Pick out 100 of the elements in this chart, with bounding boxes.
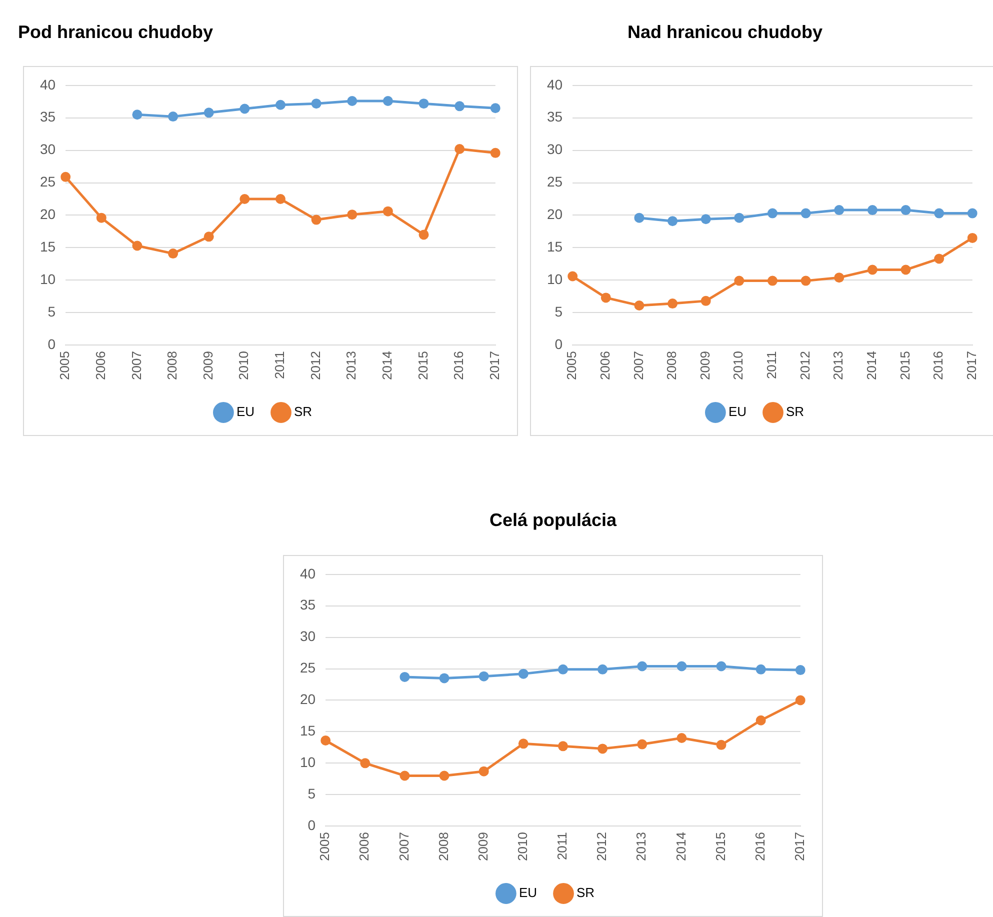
x-tick-label: 2006 bbox=[597, 351, 612, 380]
point bbox=[132, 240, 142, 251]
y-tick-label: 15 bbox=[300, 722, 316, 739]
y-tick-label: 40 bbox=[40, 76, 56, 92]
point bbox=[275, 100, 286, 110]
point bbox=[756, 664, 766, 674]
y-tick-label: 5 bbox=[308, 785, 316, 802]
x-tick-label: 2005 bbox=[57, 351, 72, 380]
point bbox=[382, 206, 393, 216]
x-tick-label: 2015 bbox=[415, 351, 430, 380]
point bbox=[478, 671, 489, 682]
point bbox=[767, 208, 778, 218]
point bbox=[439, 770, 450, 781]
point bbox=[568, 271, 578, 282]
x-tick-label: 2016 bbox=[752, 832, 768, 861]
chart-title: Celá populácia bbox=[488, 510, 618, 531]
point bbox=[716, 740, 726, 750]
x-tick-label: 2011 bbox=[272, 351, 288, 380]
point bbox=[634, 212, 644, 223]
x-tick-label: 2015 bbox=[897, 351, 912, 380]
point bbox=[240, 194, 250, 204]
x-tick-label: 2006 bbox=[356, 832, 372, 861]
point bbox=[756, 715, 766, 726]
point bbox=[795, 665, 806, 676]
point bbox=[96, 212, 106, 223]
x-tick-label: 2014 bbox=[380, 351, 395, 380]
point bbox=[558, 741, 568, 752]
x-tick-label: 2017 bbox=[792, 832, 807, 861]
x-tick-label: 2008 bbox=[664, 351, 680, 380]
point bbox=[490, 103, 500, 114]
x-tick-label: 2012 bbox=[797, 351, 812, 380]
point bbox=[320, 736, 331, 746]
x-tick-label: 2008 bbox=[436, 832, 451, 861]
point bbox=[558, 664, 568, 674]
y-tick-label: 10 bbox=[40, 271, 56, 288]
chart-title: Nad hranicou chudoby bbox=[626, 22, 824, 43]
y-tick-label: 40 bbox=[546, 76, 563, 92]
point bbox=[454, 144, 465, 154]
y-tick-label: 35 bbox=[40, 108, 56, 125]
y-tick-label: 20 bbox=[300, 691, 316, 708]
y-tick-label: 5 bbox=[48, 303, 56, 320]
point bbox=[716, 661, 726, 672]
point bbox=[637, 661, 648, 672]
x-tick-label: 2014 bbox=[673, 832, 688, 861]
x-tick-label: 2016 bbox=[930, 351, 946, 380]
x-tick-label: 2014 bbox=[864, 351, 880, 380]
legend-label: SR bbox=[576, 885, 595, 900]
point bbox=[676, 732, 687, 743]
point bbox=[934, 208, 944, 218]
point bbox=[454, 101, 465, 112]
point bbox=[900, 264, 911, 275]
point bbox=[867, 264, 878, 275]
point bbox=[168, 112, 178, 122]
x-tick-label: 2011 bbox=[764, 351, 780, 380]
x-tick-label: 2012 bbox=[594, 832, 610, 861]
x-tick-label: 2013 bbox=[344, 351, 359, 380]
point bbox=[275, 194, 286, 204]
legend-label: SR bbox=[786, 404, 804, 420]
legend-label: SR bbox=[294, 404, 312, 420]
x-tick-label: 2013 bbox=[830, 351, 846, 380]
point bbox=[668, 298, 678, 309]
y-tick-label: 10 bbox=[546, 271, 563, 288]
y-tick-label: 35 bbox=[546, 108, 563, 125]
x-tick-label: 2005 bbox=[564, 351, 580, 380]
point bbox=[637, 739, 648, 750]
x-tick-label: 2015 bbox=[712, 832, 728, 861]
point bbox=[767, 276, 778, 286]
point bbox=[439, 673, 450, 684]
x-tick-label: 2013 bbox=[634, 832, 649, 861]
y-tick-label: 20 bbox=[546, 206, 563, 222]
point bbox=[900, 205, 911, 216]
point bbox=[795, 695, 806, 706]
x-tick-label: 2005 bbox=[317, 832, 332, 861]
point bbox=[240, 104, 250, 114]
point bbox=[347, 96, 358, 106]
x-tick-label: 2007 bbox=[396, 832, 412, 861]
point bbox=[311, 98, 322, 109]
x-tick-label: 2009 bbox=[200, 351, 216, 380]
legend-label: EU bbox=[518, 885, 538, 900]
x-tick-label: 2007 bbox=[128, 351, 144, 380]
point bbox=[60, 172, 71, 182]
legend-label: EU bbox=[728, 404, 747, 420]
point bbox=[518, 668, 528, 679]
x-tick-label: 2009 bbox=[697, 351, 712, 380]
point bbox=[967, 208, 978, 218]
x-tick-label: 2008 bbox=[164, 351, 180, 380]
point bbox=[204, 108, 214, 118]
point bbox=[700, 214, 711, 224]
x-tick-label: 2007 bbox=[630, 351, 646, 380]
point bbox=[382, 96, 393, 106]
y-tick-label: 20 bbox=[40, 206, 56, 222]
chart-title: Pod hranicou chudoby bbox=[18, 22, 214, 43]
point bbox=[734, 212, 744, 223]
y-tick-label: 25 bbox=[40, 174, 56, 190]
legend-label: EU bbox=[236, 404, 255, 420]
point bbox=[400, 770, 410, 781]
point bbox=[834, 205, 844, 216]
y-tick-label: 10 bbox=[300, 754, 316, 770]
y-tick-label: 30 bbox=[40, 141, 56, 158]
point bbox=[967, 232, 978, 243]
